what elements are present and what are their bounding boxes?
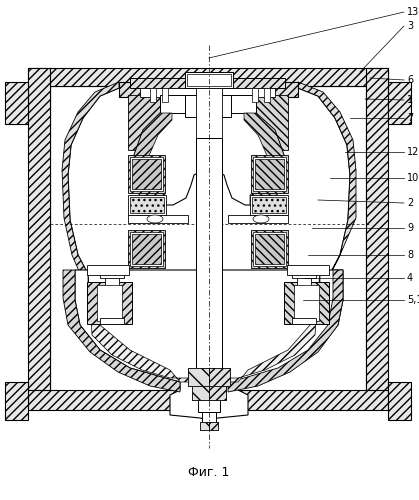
Bar — [251, 230, 288, 268]
Bar — [209, 368, 230, 386]
Bar — [185, 95, 231, 117]
Bar — [196, 138, 222, 368]
Bar — [292, 318, 316, 324]
Bar — [388, 82, 411, 124]
Bar — [132, 159, 161, 189]
Bar — [196, 138, 222, 368]
Bar — [130, 232, 163, 266]
Bar — [5, 82, 28, 124]
Text: 12: 12 — [407, 147, 419, 157]
Text: 7: 7 — [407, 113, 413, 123]
Bar — [130, 78, 285, 88]
Bar — [188, 368, 230, 386]
Bar — [294, 285, 319, 321]
Bar — [28, 68, 50, 398]
Bar — [366, 68, 388, 398]
Bar — [188, 368, 209, 386]
Bar — [100, 318, 124, 324]
Bar — [105, 272, 119, 324]
Bar — [185, 72, 233, 88]
Bar — [160, 95, 256, 113]
Bar — [128, 155, 165, 193]
Bar — [132, 234, 161, 264]
Bar — [140, 88, 275, 97]
Bar — [87, 265, 129, 275]
Polygon shape — [224, 82, 356, 388]
Polygon shape — [147, 215, 163, 223]
Bar — [252, 197, 286, 213]
Bar — [253, 232, 286, 266]
Polygon shape — [62, 82, 185, 388]
Bar — [5, 382, 28, 420]
Polygon shape — [244, 113, 285, 205]
Polygon shape — [133, 113, 172, 205]
Bar — [251, 155, 288, 193]
Bar — [284, 282, 329, 324]
Text: 10: 10 — [407, 173, 419, 183]
Bar — [128, 230, 165, 268]
Bar — [287, 265, 329, 275]
Text: 4: 4 — [407, 273, 413, 283]
Bar — [264, 88, 270, 102]
Bar — [196, 140, 209, 368]
Bar — [162, 88, 168, 102]
Bar — [196, 88, 222, 138]
Bar — [255, 234, 284, 264]
Text: 13: 13 — [407, 7, 419, 17]
Polygon shape — [75, 270, 343, 420]
Polygon shape — [253, 215, 269, 223]
Bar — [388, 382, 411, 420]
Bar — [209, 386, 226, 400]
Bar — [253, 157, 286, 191]
Bar — [192, 386, 226, 400]
Bar — [128, 195, 166, 215]
Bar — [28, 390, 388, 410]
Bar — [256, 95, 288, 150]
Bar — [292, 272, 316, 278]
Bar — [209, 140, 222, 368]
Bar — [128, 215, 188, 223]
Bar — [192, 386, 209, 400]
Bar — [202, 412, 216, 422]
Bar — [50, 86, 366, 396]
Bar — [187, 74, 231, 86]
Bar — [200, 422, 209, 430]
Polygon shape — [63, 270, 180, 392]
Bar — [128, 95, 160, 150]
Text: Фиг. 1: Фиг. 1 — [188, 466, 230, 478]
Bar — [150, 88, 156, 102]
Bar — [130, 157, 163, 191]
Bar — [200, 422, 218, 430]
Polygon shape — [133, 113, 285, 205]
Bar — [119, 82, 298, 97]
Bar — [198, 400, 220, 412]
Bar — [255, 159, 284, 189]
Text: 3: 3 — [407, 21, 413, 31]
Bar — [100, 272, 124, 278]
Polygon shape — [228, 270, 343, 392]
Text: 2: 2 — [407, 198, 413, 208]
Bar — [252, 88, 258, 102]
Polygon shape — [68, 88, 350, 380]
Text: 9: 9 — [407, 223, 413, 233]
Bar — [28, 68, 388, 86]
Bar — [130, 197, 164, 213]
Bar — [297, 272, 311, 324]
Bar — [209, 422, 218, 430]
Text: 8: 8 — [407, 250, 413, 260]
Text: 5,11: 5,11 — [407, 295, 419, 305]
Bar — [228, 215, 288, 223]
Bar — [97, 285, 122, 321]
Text: 6: 6 — [407, 75, 413, 85]
Bar — [250, 195, 288, 215]
Text: 1: 1 — [407, 95, 413, 105]
Bar — [87, 282, 132, 324]
Polygon shape — [88, 270, 320, 382]
